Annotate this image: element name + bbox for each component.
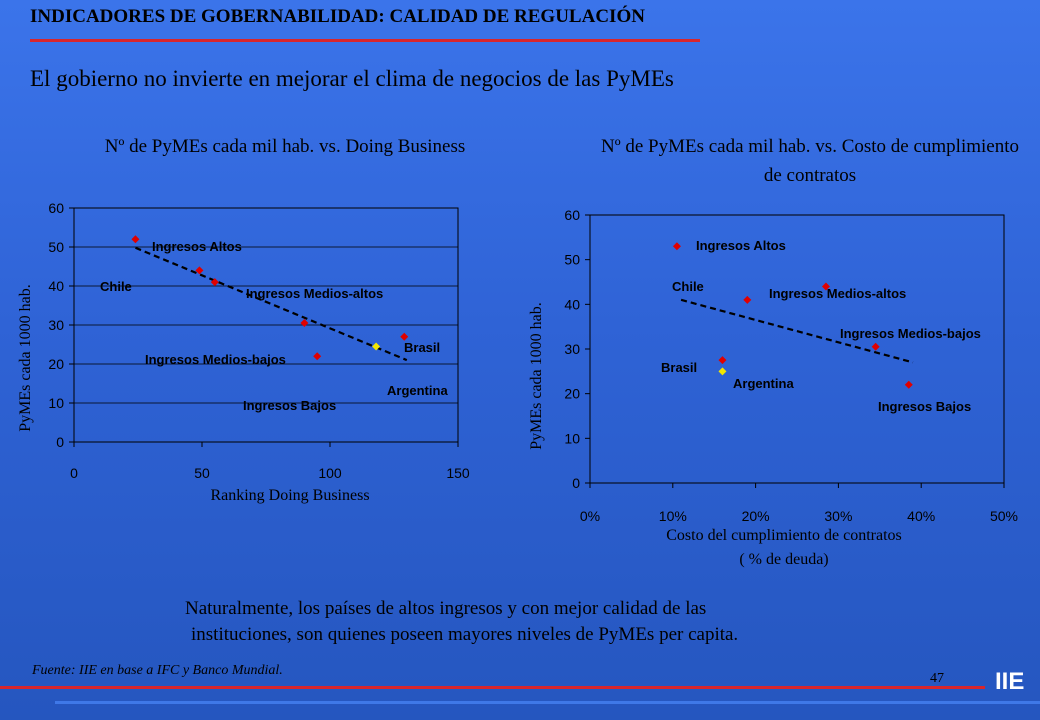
source-note: Fuente: IIE en base a IFC y Banco Mundia… <box>32 663 283 678</box>
chart2-trendline <box>680 298 914 364</box>
chart2-point-1 <box>743 295 752 304</box>
chart2-x-tick-label: 30% <box>824 508 852 524</box>
chart2-point-3 <box>871 342 880 351</box>
chart2-y-axis-title: PyMEs cada 1000 hab. <box>528 302 545 450</box>
page-number: 47 <box>930 671 944 686</box>
chart2-point-label: Chile <box>672 279 704 294</box>
conclusion-line-1: Naturalmente, los países de altos ingres… <box>185 598 707 619</box>
chart1-x-axis-title: Ranking Doing Business <box>210 487 369 504</box>
chart2-point-0 <box>672 242 681 251</box>
chart1-point-6 <box>400 332 409 341</box>
chart2-point-2 <box>821 282 830 291</box>
chart1-x-tick-label: 100 <box>318 465 342 481</box>
chart1-y-tick-label: 0 <box>56 434 64 450</box>
chart2-x-axis-title-2: ( % de deuda) <box>739 551 828 568</box>
chart2-title: Nº de PyMEs cada mil hab. vs. Costo de c… <box>600 136 1020 186</box>
chart1-x-tick-label: 150 <box>446 465 470 481</box>
chart1-point-2 <box>210 278 219 287</box>
chart2-x-tick-label: 40% <box>907 508 935 524</box>
chart1-x-tick-label: 0 <box>70 465 78 481</box>
chart1-x-tick-label: 50 <box>194 465 210 481</box>
chart2-x-tick-label: 50% <box>990 508 1018 524</box>
footer-red-bar <box>0 686 985 689</box>
chart1-title: Nº de PyMEs cada mil hab. vs. Doing Busi… <box>104 136 466 157</box>
chart2-y-tick-label: 60 <box>564 207 580 223</box>
chart1-point-0 <box>131 235 140 244</box>
chart1-y-tick-label: 40 <box>48 278 64 294</box>
chart2-point-label: Ingresos Bajos <box>878 399 971 414</box>
chart1-point-5 <box>372 342 381 351</box>
conclusion-text: Naturalmente, los países de altos ingres… <box>185 596 738 648</box>
slide-subtitle: El gobierno no invierte en mejorar el cl… <box>30 66 674 91</box>
chart2-x-tick-label: 20% <box>742 508 770 524</box>
slide-title: INDICADORES DE GOBERNABILIDAD: CALIDAD D… <box>30 6 645 27</box>
chart2-point-6 <box>718 367 727 376</box>
chart1-point-label: Brasil <box>404 340 440 355</box>
chart2-y-tick-label: 30 <box>564 341 580 357</box>
chart2-point-label: Ingresos Medios-altos <box>769 286 906 301</box>
chart1-y-tick-label: 30 <box>48 317 64 333</box>
chart1-trendline <box>135 246 408 362</box>
footer-blue-bar <box>55 701 1040 704</box>
title-underline <box>30 39 700 42</box>
chart2-point-label: Brasil <box>661 360 697 375</box>
chart1-point-label: Chile <box>100 279 132 294</box>
chart2-plot-area <box>589 214 1005 484</box>
chart2-y-tick-label: 40 <box>564 296 580 312</box>
chart1-point-label: Ingresos Medios-altos <box>246 286 383 301</box>
chart1-point-3 <box>300 319 309 328</box>
chart2-x-tick-label: 10% <box>659 508 687 524</box>
chart1-y-axis-title: PyMEs cada 1000 hab. <box>17 284 34 432</box>
chart1-y-tick-label: 20 <box>48 356 64 372</box>
chart1-point-label: Ingresos Altos <box>152 239 242 254</box>
iie-logo: IIE <box>995 668 1025 695</box>
chart2-point-label: Ingresos Altos <box>696 238 786 253</box>
chart2-y-tick-label: 10 <box>564 430 580 446</box>
chart2-y-tick-label: 0 <box>572 475 580 491</box>
chart2-point-label: Ingresos Medios-bajos <box>840 326 981 341</box>
chart1-point-label: Ingresos Medios-bajos <box>145 352 286 367</box>
chart1-y-tick-label: 10 <box>48 395 64 411</box>
chart2-point-4 <box>904 380 913 389</box>
chart1-point-label: Argentina <box>387 383 448 398</box>
chart2-point-5 <box>718 356 727 365</box>
chart1-point-label: Ingresos Bajos <box>243 398 336 413</box>
chart2-y-tick-label: 20 <box>564 386 580 402</box>
chart2-point-label: Argentina <box>733 376 794 391</box>
chart1-y-tick-label: 60 <box>48 200 64 216</box>
chart2-x-axis-title: Costo del cumplimiento de contratos <box>666 527 902 544</box>
conclusion-line-2: instituciones, son quienes poseen mayore… <box>191 624 739 645</box>
chart2-x-tick-label: 0% <box>580 508 600 524</box>
chart1-y-tick-label: 50 <box>48 239 64 255</box>
chart1-point-4 <box>313 352 322 361</box>
chart1-point-1 <box>195 266 204 275</box>
chart2-y-tick-label: 50 <box>564 252 580 268</box>
